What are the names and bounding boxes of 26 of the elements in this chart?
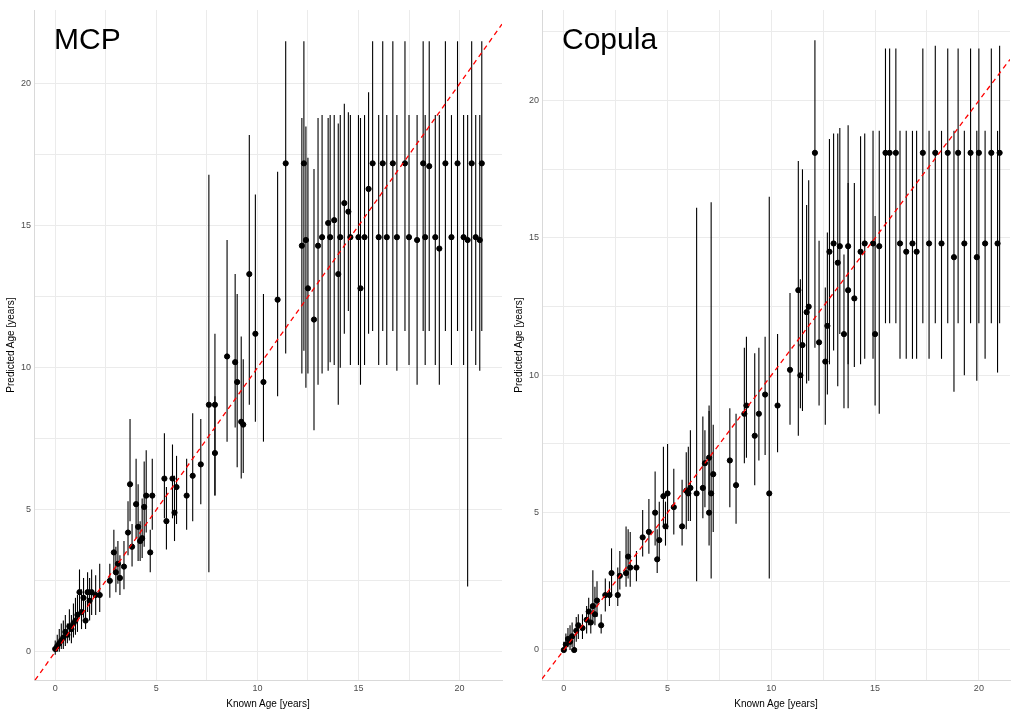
x-tick-label: 20 (973, 683, 984, 694)
x-tick-label: 10 (252, 683, 263, 694)
y-tick-label: 0 (26, 646, 32, 657)
y-tick-label: 15 (529, 232, 540, 243)
x-tick-label: 15 (353, 683, 364, 694)
x-axis-title: Known Age [years] (226, 697, 310, 709)
y-tick-label: 20 (529, 95, 540, 106)
x-tick-label: 0 (52, 683, 58, 694)
x-tick-label: 5 (665, 683, 671, 694)
x-tick-label: 20 (454, 683, 465, 694)
x-tick-label: 10 (766, 683, 777, 694)
y-tick-label: 5 (534, 507, 540, 518)
y-axis-title: Predicted Age [years] (512, 297, 524, 393)
y-tick-label: 10 (21, 362, 32, 373)
y-tick-label: 10 (529, 369, 540, 380)
y-axis-title: Predicted Age [years] (4, 297, 16, 393)
x-tick-label: 15 (870, 683, 881, 694)
y-tick-label: 5 (26, 504, 32, 515)
x-axis-title: Known Age [years] (734, 697, 818, 709)
y-tick-label: 15 (21, 220, 32, 231)
chart-title: MCP (54, 22, 121, 56)
x-tick-label: 0 (561, 683, 567, 694)
chart-title: Copula (562, 22, 658, 56)
x-tick-label: 5 (153, 683, 159, 694)
y-tick-label: 0 (534, 644, 540, 655)
y-tick-label: 20 (21, 78, 32, 89)
